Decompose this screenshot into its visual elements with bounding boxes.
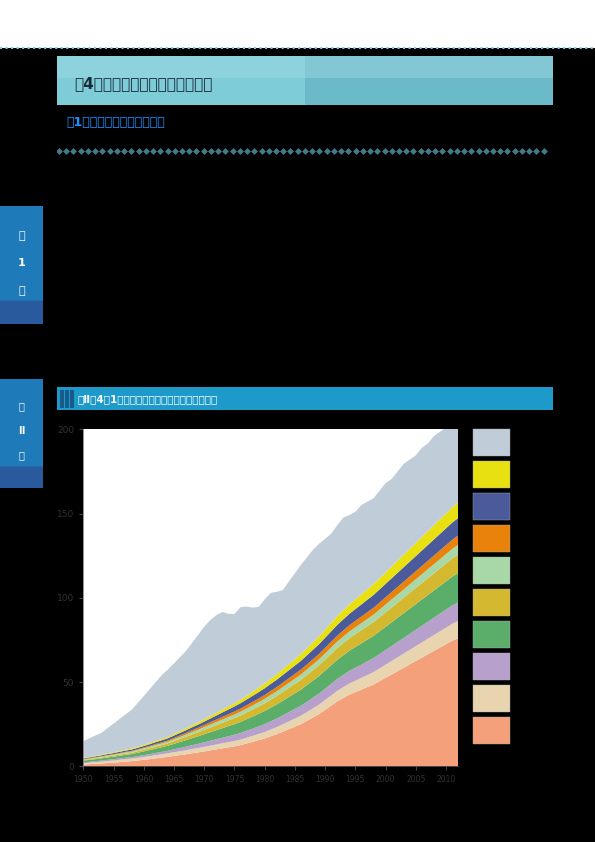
FancyBboxPatch shape — [0, 379, 43, 488]
Text: 第: 第 — [18, 231, 25, 241]
Text: 図Ⅱ－4－1　世界の漁業・養殖業生産鈇の推移: 図Ⅱ－4－1 世界の漁業・養殖業生産鈇の推移 — [77, 394, 218, 403]
FancyBboxPatch shape — [57, 56, 553, 78]
Bar — [61, 390, 64, 408]
FancyBboxPatch shape — [305, 56, 553, 105]
Text: 第: 第 — [18, 402, 24, 411]
Text: 1: 1 — [17, 258, 26, 268]
FancyBboxPatch shape — [0, 206, 43, 324]
Bar — [70, 390, 74, 408]
Text: 第4節　水産業をめぐる国際情勢: 第4節 水産業をめぐる国際情勢 — [74, 76, 212, 91]
Bar — [65, 390, 69, 408]
FancyBboxPatch shape — [57, 56, 553, 105]
Text: 章: 章 — [18, 450, 24, 461]
Text: （1）　世界の漁業・養殖業: （1） 世界の漁業・養殖業 — [67, 116, 165, 130]
FancyBboxPatch shape — [0, 301, 45, 336]
FancyBboxPatch shape — [0, 466, 45, 499]
FancyBboxPatch shape — [57, 387, 553, 410]
Text: Ⅱ: Ⅱ — [18, 426, 24, 436]
Text: 部: 部 — [18, 286, 25, 296]
